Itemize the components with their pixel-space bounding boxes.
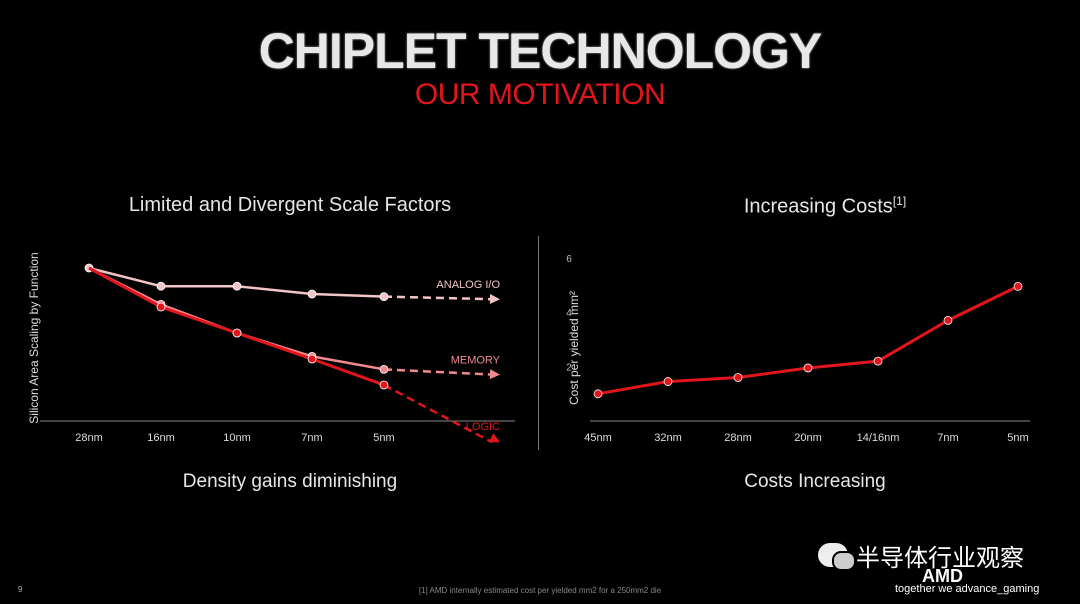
footnote: [1] AMD internally estimated cost per yi… <box>418 586 662 595</box>
right-chart-title-text: Increasing Costs <box>743 195 893 218</box>
data-point <box>1013 281 1023 291</box>
series-label: LOGIC <box>466 421 500 433</box>
chart-divider <box>538 236 539 450</box>
y-tick-label: 6 <box>566 254 572 265</box>
series-line <box>597 285 1019 396</box>
data-point <box>232 281 242 291</box>
footnote-marker: [1] <box>892 194 907 208</box>
projection-line <box>383 295 493 301</box>
y-tick-label: 4 <box>566 308 572 319</box>
data-point <box>379 380 389 390</box>
projection-line <box>383 368 493 376</box>
x-tick-label: 5nm <box>1007 432 1028 444</box>
slide-title: CHIPLET TECHNOLOGY <box>258 23 823 79</box>
left-chart: Silicon Area Scaling by Function 28nm 16nm… <box>27 252 515 444</box>
data-point <box>943 315 953 325</box>
data-point <box>307 289 317 299</box>
x-tick-label: 20nm <box>794 432 822 444</box>
data-point <box>593 389 603 399</box>
x-tick-label: 28nm <box>75 432 103 444</box>
arrow-head <box>489 369 500 380</box>
right-chart-title: Increasing Costs[1] <box>700 194 950 219</box>
x-tick-label: 28nm <box>724 432 752 444</box>
y-axis-label: Cost per yielded mm² <box>567 291 581 405</box>
data-point <box>156 281 166 291</box>
projection-line <box>383 383 493 444</box>
x-tick-label: 10nm <box>223 432 251 444</box>
wechat-icon <box>818 543 856 571</box>
data-point <box>232 328 242 338</box>
x-tick-label: 14/16nm <box>857 432 900 444</box>
right-chart-caption: Costs Increasing <box>744 471 886 492</box>
watermark-text: 半导体行业观察 <box>856 543 1024 572</box>
arrow-head <box>489 293 500 304</box>
series-label: ANALOG I/O <box>436 279 500 291</box>
x-tick-label: 7nm <box>301 432 322 444</box>
x-tick-label: 32nm <box>654 432 682 444</box>
slide-subtitle: OUR MOTIVATION <box>414 78 666 111</box>
data-point <box>873 356 883 366</box>
x-tick-label: 45nm <box>584 432 612 444</box>
y-tick-label: 2 <box>566 363 572 374</box>
left-chart-title: Limited and Divergent Scale Factors <box>128 194 452 216</box>
data-point <box>379 292 389 301</box>
series-label: MEMORY <box>451 355 501 367</box>
x-tick-label: 7nm <box>937 432 958 444</box>
page-number: 9 <box>18 585 23 594</box>
data-point <box>307 354 317 364</box>
data-point <box>663 377 673 386</box>
left-chart-caption: Density gains diminishing <box>182 471 398 492</box>
y-axis-label: Silicon Area Scaling by Function <box>27 252 41 423</box>
wechat-watermark: 半导体行业观察 <box>818 540 1024 572</box>
x-tick-label: 16nm <box>147 432 175 444</box>
data-point <box>803 363 813 373</box>
data-point <box>379 364 389 374</box>
arrow-head <box>488 433 500 443</box>
amd-logo: AMD <box>922 566 963 586</box>
data-point <box>156 302 166 312</box>
tagline: together we advance_gaming <box>895 583 1040 595</box>
data-point <box>733 373 743 382</box>
x-tick-label: 5nm <box>373 432 394 444</box>
